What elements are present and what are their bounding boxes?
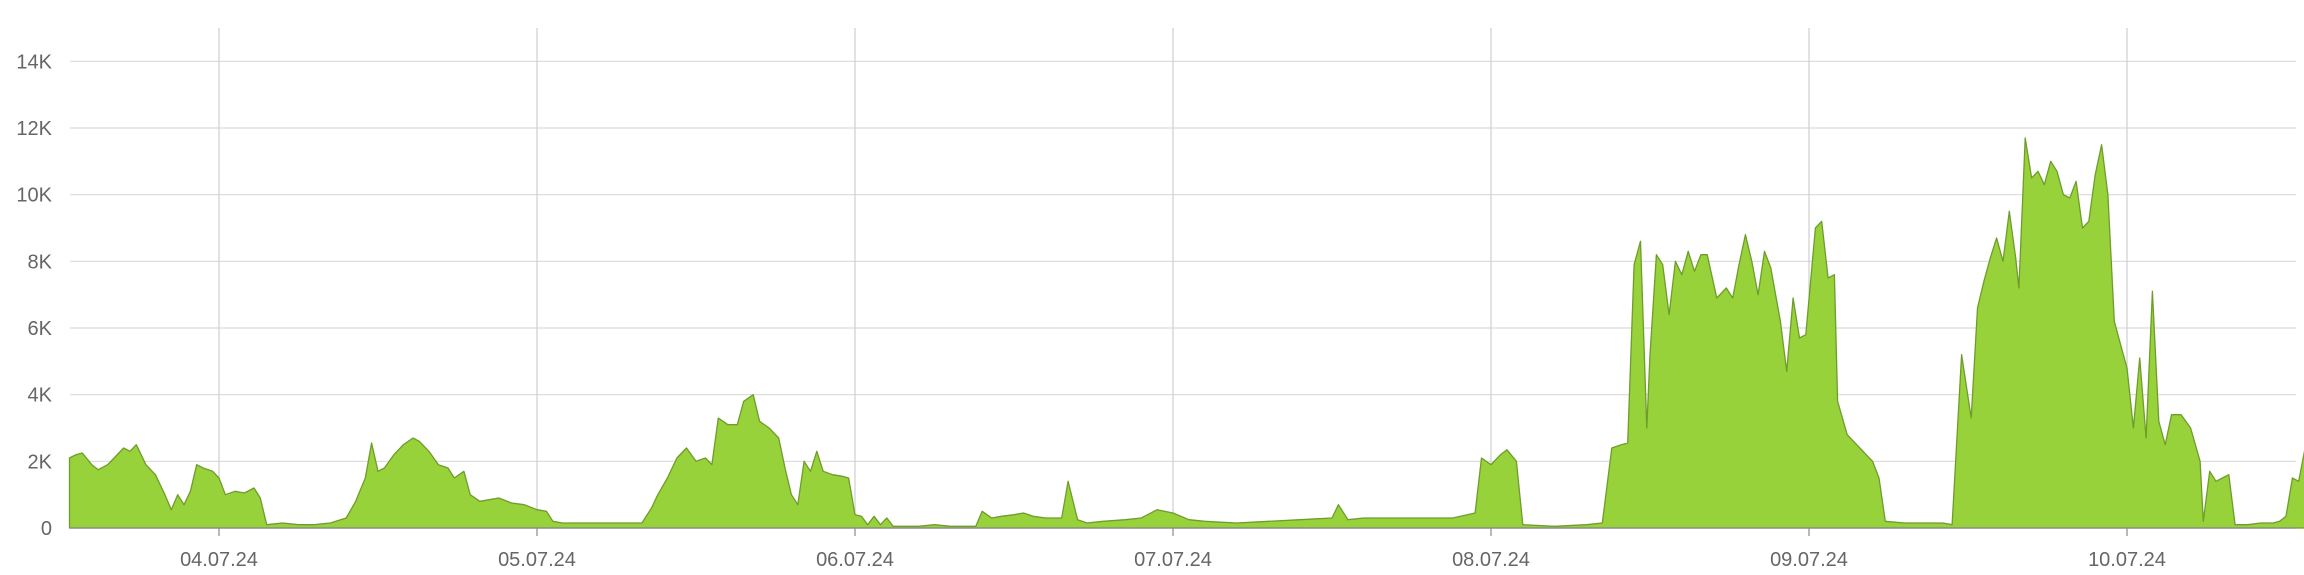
y-tick-label: 6K bbox=[28, 318, 53, 340]
x-tick-label: 09.07.24 bbox=[1770, 549, 1848, 571]
y-tick-label: 0 bbox=[41, 518, 52, 540]
y-tick-label: 2K bbox=[28, 451, 53, 473]
y-tick-label: 8K bbox=[28, 251, 53, 273]
y-tick-label: 12K bbox=[16, 118, 52, 140]
y-tick-label: 4K bbox=[28, 385, 53, 407]
x-tick-label: 05.07.24 bbox=[498, 549, 576, 571]
axes: 0 2K 4K 6K 8K 10K 12K 14K 04.07.24 05.07.24 06.07.… bbox=[16, 51, 2296, 571]
x-tick-label: 04.07.24 bbox=[180, 549, 258, 571]
x-tick-label: 08.07.24 bbox=[1452, 549, 1530, 571]
y-tick-label: 10K bbox=[16, 185, 52, 207]
x-tick-label: 07.07.24 bbox=[1134, 549, 1212, 571]
x-tick-label: 06.07.24 bbox=[816, 549, 894, 571]
y-tick-label: 14K bbox=[16, 51, 52, 73]
x-tick-label: 10.07.24 bbox=[2088, 549, 2166, 571]
plot-area bbox=[68, 137, 2304, 529]
series-area-0 bbox=[68, 137, 2304, 529]
